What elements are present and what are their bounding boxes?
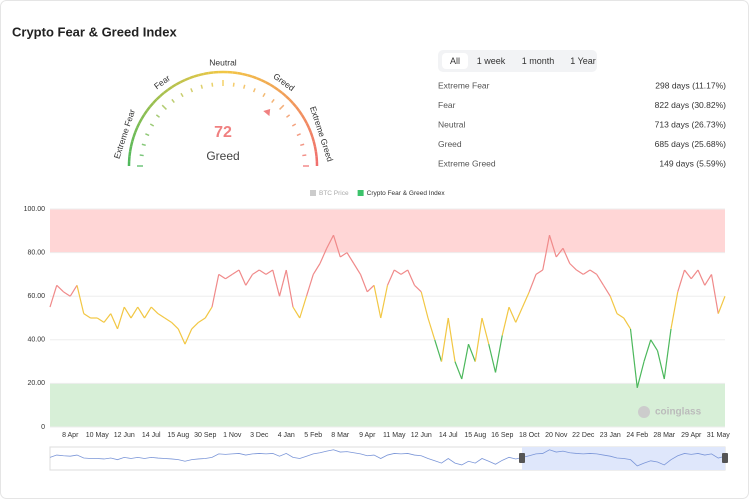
x-tick-label: 3 Dec — [250, 432, 269, 439]
gauge-value: 72 — [214, 124, 232, 141]
x-tick-label: 1 Nov — [223, 432, 242, 439]
gauge-arc — [131, 142, 132, 147]
gauge-arc — [208, 73, 213, 74]
stat-value: 822 days (30.82%) — [655, 100, 727, 110]
gauge-arc — [203, 73, 208, 74]
zone-band — [50, 209, 725, 253]
gauge-dash — [244, 85, 245, 89]
x-tick-label: 14 Jul — [142, 432, 161, 439]
x-tick-label: 15 Aug — [167, 432, 189, 439]
legend-swatch — [310, 190, 316, 196]
x-tick-label: 8 Mar — [331, 432, 350, 439]
gauge-arc — [311, 132, 313, 137]
x-tick-label: 11 May — [383, 432, 406, 439]
x-tick-label: 14 Jul — [439, 432, 458, 439]
x-tick-label: 30 Sep — [194, 432, 216, 439]
gauge-arc — [194, 75, 199, 76]
y-tick-label: 0 — [41, 424, 45, 431]
gauge-arc — [252, 77, 257, 79]
x-tick-label: 24 Feb — [626, 432, 648, 439]
y-tick-label: 20.00 — [27, 380, 45, 387]
tab[interactable]: All — [450, 56, 460, 66]
gauge-arc — [243, 74, 248, 75]
x-tick-label: 4 Jan — [278, 432, 295, 439]
zone-band — [50, 383, 725, 427]
title: Crypto Fear & Greed Index — [12, 24, 177, 39]
x-tick-label: 12 Jun — [411, 432, 432, 439]
tab[interactable]: 1 week — [477, 56, 506, 66]
stat-label: Extreme Fear — [438, 80, 490, 90]
gauge-arc — [312, 137, 313, 142]
x-tick-label: 5 Feb — [304, 432, 322, 439]
stat-value: 298 days (11.17%) — [655, 80, 726, 90]
gauge-arc — [233, 73, 238, 74]
gauge-arc — [315, 146, 316, 151]
gauge-label: Greed — [206, 149, 239, 163]
y-tick-label: 40.00 — [27, 337, 45, 344]
stat-label: Greed — [438, 139, 462, 149]
x-tick-label: 8 Apr — [62, 432, 79, 439]
gauge-zone-label: Neutral — [209, 57, 237, 67]
gauge-dash — [302, 155, 306, 156]
gauge-arc — [199, 74, 204, 75]
x-tick-label: 9 Apr — [359, 432, 376, 439]
gauge-arc — [132, 137, 133, 142]
gauge-arc — [309, 128, 311, 133]
navigator-handle[interactable] — [519, 453, 525, 463]
watermark-logo — [638, 406, 650, 418]
x-tick-label: 23 Jan — [600, 432, 621, 439]
gauge-dash — [140, 155, 144, 156]
gauge-dash — [233, 83, 234, 87]
gauge-dash — [142, 144, 146, 145]
navigator-handle[interactable] — [722, 453, 728, 463]
stat-label: Fear — [438, 100, 456, 110]
gauge-arc — [130, 146, 131, 151]
stat-value: 713 days (26.73%) — [655, 119, 727, 129]
gauge-arc — [130, 151, 131, 156]
y-tick-label: 80.00 — [27, 249, 45, 256]
legend-label: BTC Price — [319, 190, 349, 197]
gauge-arc — [189, 77, 194, 79]
x-tick-label: 20 Nov — [545, 432, 568, 439]
gauge-dash — [300, 144, 304, 145]
stat-value: 149 days (5.59%) — [659, 158, 726, 168]
gauge-arc — [247, 75, 252, 76]
y-tick-label: 60.00 — [27, 293, 45, 300]
legend-label: Crypto Fear & Greed Index — [367, 190, 446, 197]
tab[interactable]: 1 month — [522, 56, 555, 66]
x-tick-label: 31 May — [707, 432, 730, 439]
y-tick-label: 100.00 — [24, 206, 46, 213]
x-tick-label: 28 Mar — [653, 432, 675, 439]
gauge-arc — [316, 151, 317, 156]
watermark: coinglass — [655, 407, 702, 418]
tab[interactable]: 1 Year — [570, 56, 596, 66]
x-tick-label: 12 Jun — [114, 432, 135, 439]
x-tick-label: 18 Oct — [519, 432, 540, 439]
gauge-arc — [185, 78, 190, 80]
x-tick-label: 29 Apr — [681, 432, 702, 439]
gauge-arc — [314, 142, 315, 147]
gauge-dash — [212, 83, 213, 87]
stat-label: Extreme Greed — [438, 158, 496, 168]
gauge-arc — [257, 78, 262, 80]
x-tick-label: 10 May — [86, 432, 109, 439]
gauge-dash — [201, 85, 202, 89]
gauge-arc — [135, 128, 137, 133]
x-tick-label: 22 Dec — [572, 432, 595, 439]
stat-value: 685 days (25.68%) — [655, 139, 727, 149]
gauge-arc — [134, 132, 136, 137]
stat-label: Neutral — [438, 119, 466, 129]
legend-swatch — [358, 190, 364, 196]
x-tick-label: 16 Sep — [491, 432, 513, 439]
x-tick-label: 15 Aug — [464, 432, 486, 439]
gauge-arc — [238, 73, 243, 74]
